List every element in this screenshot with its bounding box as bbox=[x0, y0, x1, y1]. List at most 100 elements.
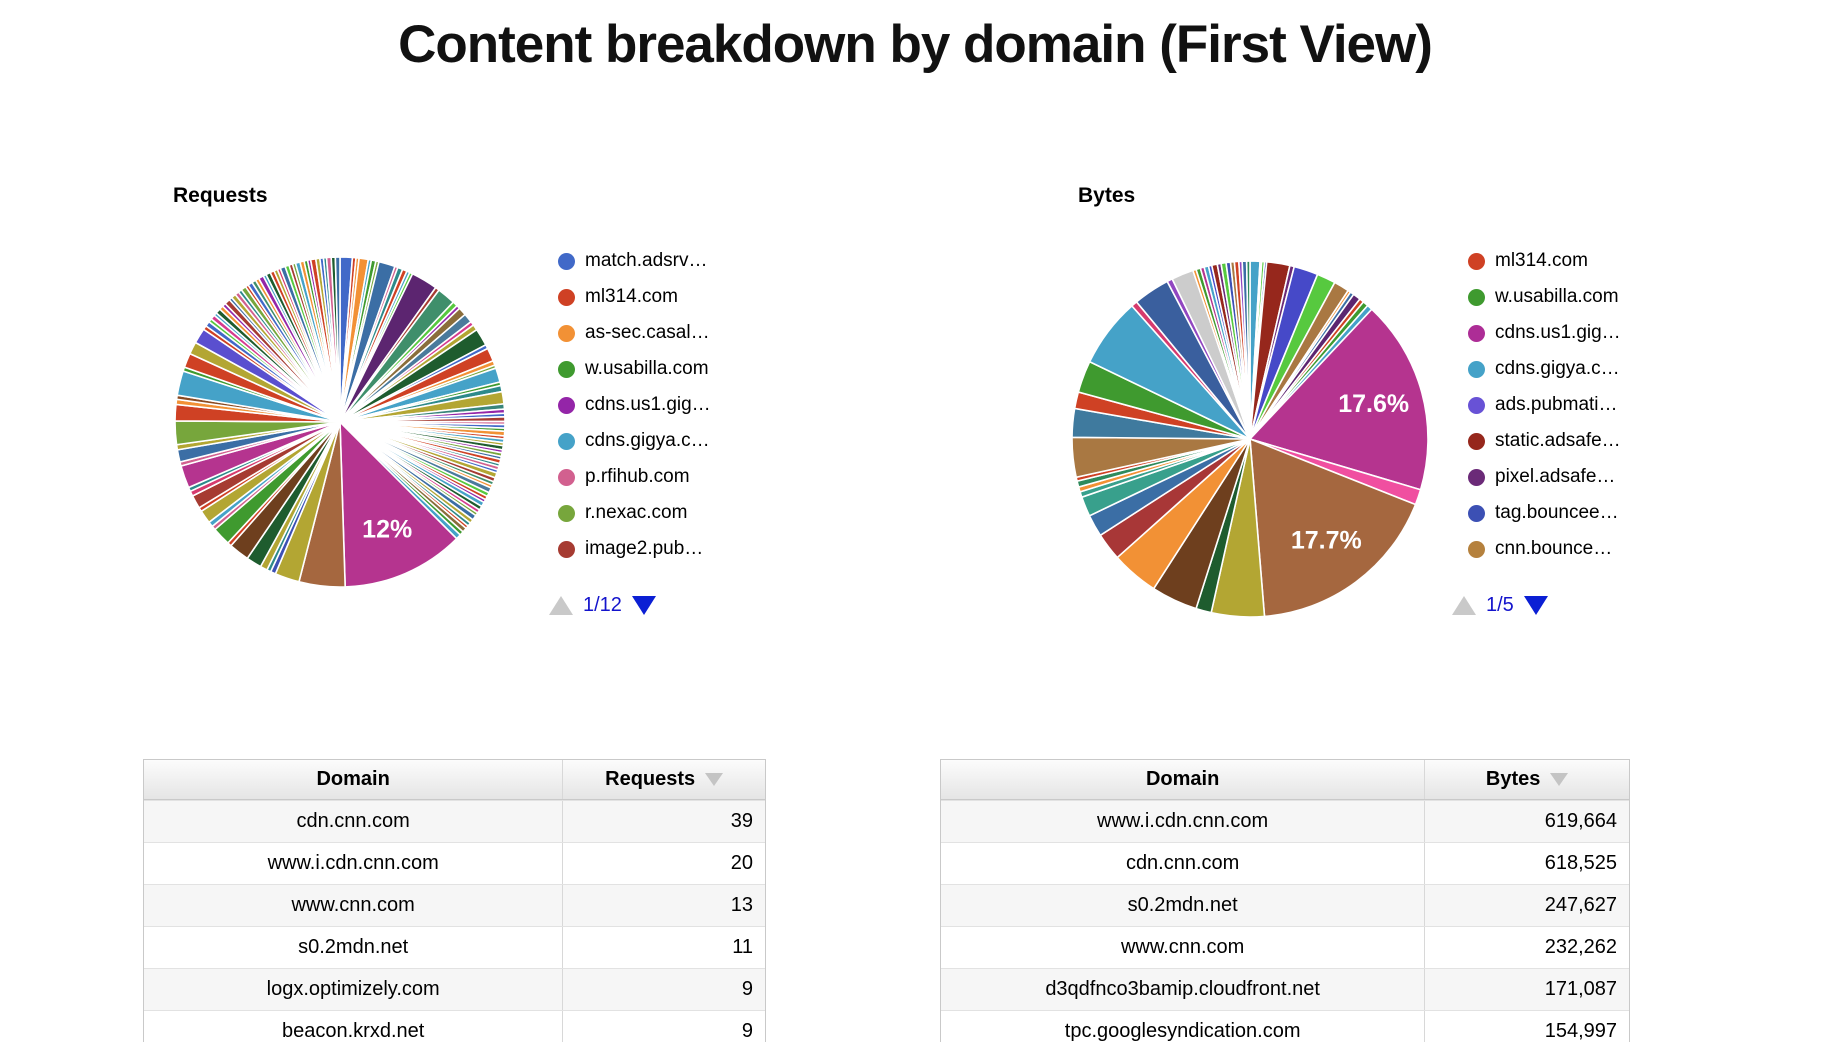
table-row: d3qdfnco3bamip.cloudfront.net 171,087 bbox=[941, 968, 1629, 1010]
legend-item-label: cdns.gigya.c… bbox=[1495, 358, 1620, 379]
domain-column-header[interactable]: Domain bbox=[941, 760, 1426, 799]
legend-item-label: cdns.us1.gig… bbox=[585, 394, 711, 415]
legend-item-label: w.usabilla.com bbox=[585, 358, 709, 379]
domain-cell: cdn.cnn.com bbox=[941, 843, 1426, 884]
legend-color-dot bbox=[1468, 288, 1485, 306]
legend-page-up-icon[interactable] bbox=[549, 596, 573, 615]
requests-legend: match.adsrv… ml314.com as-sec.casal… w.u… bbox=[558, 243, 711, 567]
requests-pie-chart[interactable]: 12% bbox=[175, 257, 505, 587]
table-row: s0.2mdn.net 247,627 bbox=[941, 884, 1629, 926]
domain-cell: tpc.googlesyndication.com bbox=[941, 1011, 1426, 1042]
legend-item-label: r.nexac.com bbox=[585, 502, 688, 523]
value-cell: 619,664 bbox=[1544, 810, 1617, 832]
bytes-chart-title: Bytes bbox=[1078, 184, 1136, 207]
domain-cell: cdn.cnn.com bbox=[144, 801, 564, 842]
bytes-pie-chart[interactable]: 17.6% 17.7% bbox=[1072, 261, 1428, 617]
pie-slice[interactable] bbox=[334, 257, 341, 423]
legend-item-label: w.usabilla.com bbox=[1495, 286, 1619, 307]
legend-item-label: match.adsrv… bbox=[585, 250, 708, 271]
bytes-table: Domain Bytes www.i.cdn.cnn.com 619,664 cd… bbox=[940, 759, 1630, 1042]
bytes-legend: ml314.com w.usabilla.com cdns.us1.gig… c… bbox=[1468, 243, 1621, 567]
legend-item: cnn.bounce… bbox=[1468, 531, 1621, 567]
bytes-legend-pager: 1/5 bbox=[1452, 594, 1548, 617]
legend-color-dot bbox=[558, 288, 575, 306]
legend-item: match.adsrv… bbox=[558, 243, 711, 279]
legend-item-label: p.rfihub.com bbox=[585, 466, 690, 487]
domain-cell: www.cnn.com bbox=[144, 885, 564, 926]
table-row: cdn.cnn.com 618,525 bbox=[941, 842, 1629, 884]
domain-header-label: Domain bbox=[316, 768, 390, 790]
legend-color-dot bbox=[1468, 468, 1485, 486]
pie-slice-percentage-label: 17.7% bbox=[1291, 527, 1362, 555]
legend-page-up-icon[interactable] bbox=[1452, 596, 1476, 615]
legend-item: ml314.com bbox=[558, 279, 711, 315]
pie-slice[interactable] bbox=[175, 420, 341, 446]
pie-slice[interactable] bbox=[1249, 437, 1417, 617]
legend-item: cdns.gigya.c… bbox=[558, 423, 711, 459]
page-title: Content breakdown by domain (First View) bbox=[398, 15, 1433, 74]
bytes-header-label: Bytes bbox=[1485, 768, 1541, 790]
table-row: www.cnn.com 13 bbox=[144, 884, 765, 926]
table-row: beacon.krxd.net 9 bbox=[144, 1010, 765, 1042]
legend-color-dot bbox=[558, 324, 575, 342]
legend-page-indicator: 1/5 bbox=[1486, 594, 1514, 616]
legend-item-label: ml314.com bbox=[1495, 250, 1588, 271]
domain-cell: www.i.cdn.cnn.com bbox=[144, 843, 564, 884]
legend-item-label: tag.bouncee… bbox=[1495, 502, 1619, 523]
value-cell: 247,627 bbox=[1544, 894, 1617, 916]
pie-slice[interactable] bbox=[1245, 261, 1251, 440]
legend-item: cdns.us1.gig… bbox=[558, 387, 711, 423]
value-cell: 20 bbox=[730, 852, 753, 874]
legend-item: cdns.gigya.c… bbox=[1468, 351, 1621, 387]
legend-color-dot bbox=[558, 432, 575, 450]
legend-color-dot bbox=[1468, 360, 1485, 378]
legend-item-label: pixel.adsafe… bbox=[1495, 466, 1616, 487]
table-header-row: Domain Requests bbox=[144, 760, 765, 800]
legend-item-label: image2.pub… bbox=[585, 538, 704, 559]
domain-cell: beacon.krxd.net bbox=[144, 1011, 564, 1042]
domain-cell: www.i.cdn.cnn.com bbox=[941, 801, 1426, 842]
domain-cell: s0.2mdn.net bbox=[941, 885, 1426, 926]
requests-table: Domain Requests cdn.cnn.com 39 www.i.cdn.… bbox=[143, 759, 766, 1042]
pie-slice[interactable] bbox=[1248, 308, 1428, 491]
legend-page-down-icon[interactable] bbox=[631, 596, 656, 615]
table-row: cdn.cnn.com 39 bbox=[144, 800, 765, 842]
table-header-row: Domain Bytes bbox=[941, 760, 1629, 800]
domain-column-header[interactable]: Domain bbox=[144, 760, 564, 799]
bytes-column-header[interactable]: Bytes bbox=[1425, 760, 1629, 799]
legend-item: tag.bouncee… bbox=[1468, 495, 1621, 531]
legend-item: pixel.adsafe… bbox=[1468, 459, 1621, 495]
legend-item: r.nexac.com bbox=[558, 495, 711, 531]
legend-item: image2.pub… bbox=[558, 531, 711, 567]
requests-column-header[interactable]: Requests bbox=[563, 760, 765, 799]
table-row: logx.optimizely.com 9 bbox=[144, 968, 765, 1010]
legend-color-dot bbox=[1468, 432, 1485, 450]
domain-cell: logx.optimizely.com bbox=[144, 969, 564, 1010]
legend-color-dot bbox=[558, 540, 575, 558]
value-cell: 9 bbox=[741, 978, 753, 1000]
legend-item-label: as-sec.casal… bbox=[585, 322, 710, 343]
legend-item-label: cdns.us1.gig… bbox=[1495, 322, 1621, 343]
value-cell: 154,997 bbox=[1544, 1020, 1617, 1042]
table-row: s0.2mdn.net 11 bbox=[144, 926, 765, 968]
domain-cell: www.cnn.com bbox=[941, 927, 1426, 968]
requests-legend-pager: 1/12 bbox=[549, 594, 656, 617]
legend-item-label: cdns.gigya.c… bbox=[585, 430, 710, 451]
value-cell: 39 bbox=[730, 810, 753, 832]
value-cell: 171,087 bbox=[1544, 978, 1617, 1000]
legend-item: ads.pubmati… bbox=[1468, 387, 1621, 423]
legend-item: as-sec.casal… bbox=[558, 315, 711, 351]
pie-slice-percentage-label: 17.6% bbox=[1338, 390, 1409, 418]
legend-item-label: ml314.com bbox=[585, 286, 678, 307]
value-cell: 9 bbox=[741, 1020, 753, 1042]
legend-color-dot bbox=[1468, 252, 1485, 270]
legend-page-down-icon[interactable] bbox=[1523, 596, 1548, 615]
pie-slice[interactable] bbox=[339, 420, 458, 587]
legend-color-dot bbox=[558, 468, 575, 486]
legend-color-dot bbox=[558, 396, 575, 414]
value-cell: 618,525 bbox=[1544, 852, 1617, 874]
requests-header-label: Requests bbox=[605, 768, 696, 790]
legend-color-dot bbox=[558, 360, 575, 378]
domain-cell: d3qdfnco3bamip.cloudfront.net bbox=[941, 969, 1426, 1010]
legend-item: ml314.com bbox=[1468, 243, 1621, 279]
